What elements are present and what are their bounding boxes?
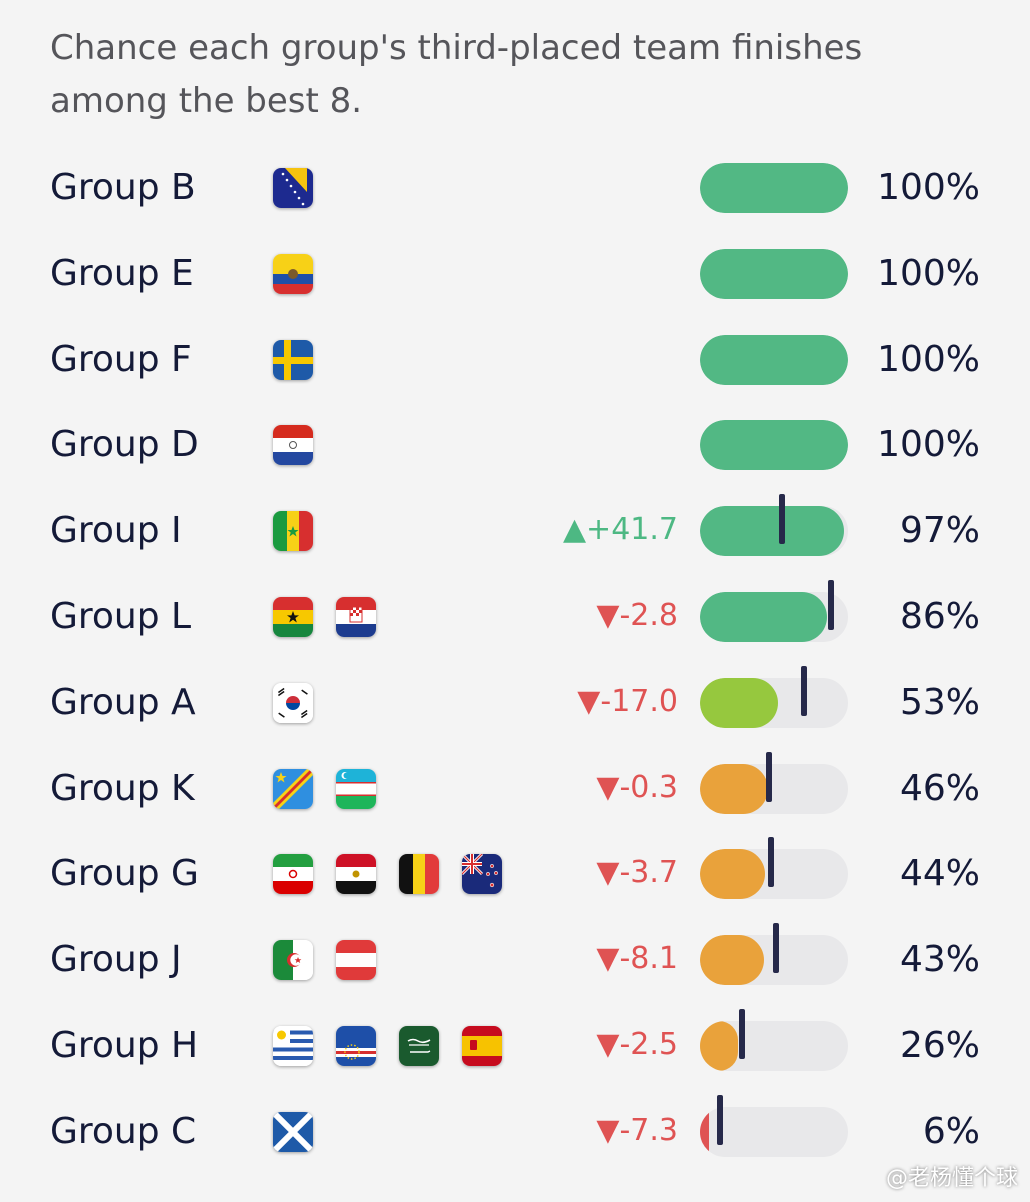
group-label: Group A: [50, 681, 196, 723]
bar-fill: [700, 163, 848, 213]
table-row: Group B 100%: [0, 145, 1030, 231]
percent-label: 86%: [899, 596, 980, 637]
senegal-flag-icon: [273, 511, 313, 552]
delta-label: ▼-2.8: [596, 598, 678, 633]
algeria-flag-icon: [273, 940, 313, 981]
group-label: Group F: [50, 338, 192, 380]
group-label: Group J: [50, 939, 182, 981]
bar-fill: [700, 1021, 739, 1071]
bar-track: [700, 334, 848, 385]
bar-fill: [700, 677, 779, 728]
uruguay-flag-icon: [273, 1026, 313, 1066]
group-label: Group K: [50, 767, 195, 809]
table-row: Group E 100%: [0, 231, 1030, 317]
uzbekistan-flag-icon: [336, 768, 376, 809]
ghana-flag-icon: [273, 597, 313, 637]
cape-verde-flag-icon: [336, 1026, 376, 1066]
table-row: Group A ▼-17.0 53%: [0, 660, 1030, 746]
previous-value-marker: [765, 751, 772, 802]
previous-value-marker: [767, 837, 774, 888]
paraguay-flag-icon: [273, 425, 313, 466]
group-label: Group C: [50, 1110, 197, 1152]
bar-fill: [700, 935, 764, 986]
bar-fill: [700, 763, 769, 814]
bar-track: [700, 420, 848, 471]
chart-title: Chance each group's third-placed team fi…: [50, 28, 863, 121]
austria-flag-icon: [336, 940, 376, 981]
bar-track: [700, 677, 848, 728]
percent-label: 100%: [877, 167, 980, 208]
percent-label: 44%: [899, 853, 980, 895]
bosnia-flag-icon: [273, 168, 313, 208]
group-label: Group B: [50, 167, 196, 208]
previous-value-marker: [800, 665, 807, 716]
bar-fill: [700, 334, 848, 385]
bar-fill: [700, 592, 828, 642]
percent-label: 53%: [899, 681, 980, 723]
previous-value-marker: [739, 1009, 746, 1059]
saudi-arabia-flag-icon: [399, 1026, 439, 1066]
group-label: Group H: [50, 1025, 199, 1066]
table-row: Group K ▼-0.3 46%: [0, 746, 1030, 832]
delta-label: ▼-3.7: [596, 855, 678, 891]
group-label: Group L: [50, 596, 192, 637]
percent-label: 46%: [899, 767, 980, 809]
bar-fill: [700, 506, 844, 557]
new-zealand-flag-icon: [462, 854, 502, 895]
delta-label: ▼-7.3: [596, 1112, 678, 1148]
previous-value-marker: [778, 494, 785, 545]
bar-track: [700, 763, 848, 814]
bar-fill: [700, 1106, 709, 1157]
bar-track: [700, 1106, 848, 1157]
bar-fill: [700, 248, 848, 299]
iran-flag-icon: [273, 854, 313, 895]
table-row: Group G ▼-3.7 44%: [0, 831, 1030, 917]
bar-track: [700, 163, 848, 213]
table-row: Group J ▼-8.1 43%: [0, 917, 1030, 1003]
sweden-flag-icon: [273, 339, 313, 380]
watermark: @老杨懂个球: [885, 1166, 1018, 1191]
table-row: Group F 100%: [0, 317, 1030, 403]
bar-fill: [700, 849, 766, 900]
group-label: Group I: [50, 510, 182, 552]
ecuador-flag-icon: [273, 253, 313, 294]
bar-track: [700, 849, 848, 900]
percent-label: 100%: [877, 424, 980, 466]
bar-track: [700, 592, 848, 642]
bar-track: [700, 506, 848, 557]
egypt-flag-icon: [336, 854, 376, 895]
belgium-flag-icon: [399, 854, 439, 895]
scotland-flag-icon: [273, 1111, 313, 1152]
percent-label: 43%: [899, 939, 980, 981]
dr-congo-flag-icon: [273, 768, 313, 809]
percent-label: 100%: [877, 252, 980, 294]
percent-label: 97%: [899, 510, 980, 552]
croatia-flag-icon: [336, 597, 376, 637]
table-row: Group H ▼-2.5 26%: [0, 1003, 1030, 1089]
delta-label: ▲+41.7: [562, 512, 678, 548]
previous-value-marker: [772, 923, 779, 974]
group-label: Group G: [50, 853, 199, 895]
bar-fill: [700, 420, 848, 471]
table-row: Group I ▲+41.7 97%: [0, 488, 1030, 574]
south-korea-flag-icon: [273, 682, 313, 723]
spain-flag-icon: [462, 1026, 502, 1066]
percent-label: 26%: [899, 1025, 980, 1066]
percent-label: 100%: [877, 338, 980, 380]
bar-track: [700, 1021, 848, 1071]
previous-value-marker: [828, 580, 835, 630]
group-label: Group E: [50, 252, 194, 294]
bar-track: [700, 248, 848, 299]
delta-label: ▼-17.0: [577, 683, 678, 719]
delta-label: ▼-0.3: [596, 769, 678, 805]
table-row: Group C ▼-7.3 6%: [0, 1089, 1030, 1175]
percent-label: 6%: [922, 1110, 980, 1152]
group-label: Group D: [50, 424, 199, 466]
delta-label: ▼-2.5: [596, 1027, 678, 1062]
table-row: Group L ▼-2.8 86%: [0, 574, 1030, 660]
previous-value-marker: [716, 1094, 723, 1145]
table-row: Group D 100%: [0, 402, 1030, 488]
delta-label: ▼-8.1: [596, 941, 678, 977]
